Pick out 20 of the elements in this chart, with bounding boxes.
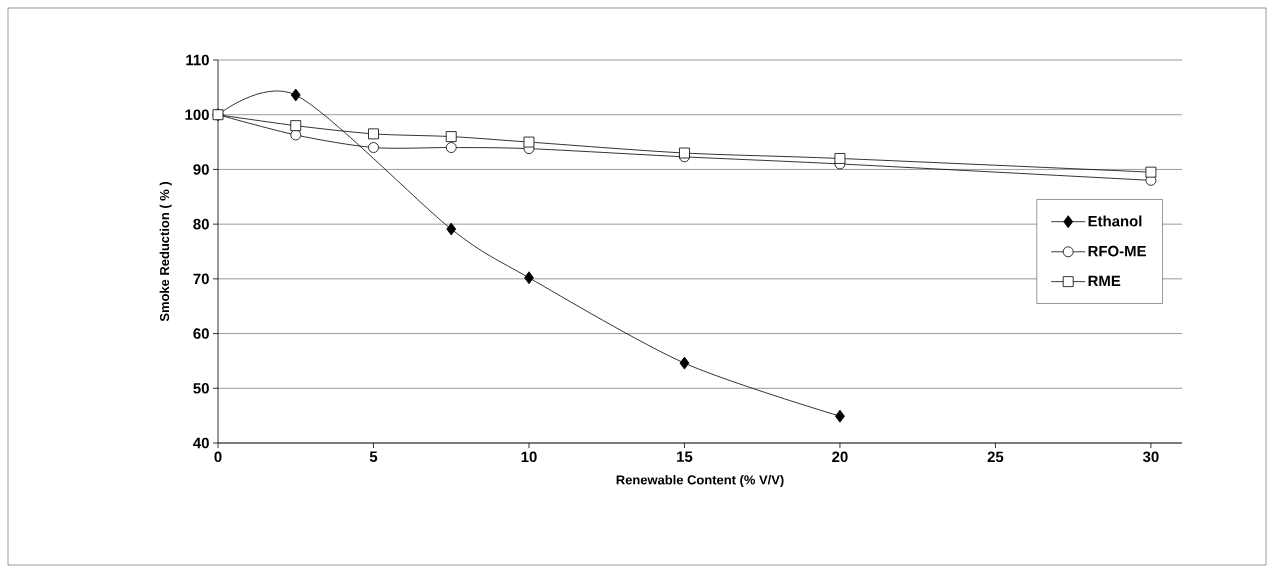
y-tick-label: 110 xyxy=(186,54,209,66)
y-tick-label: 80 xyxy=(193,218,209,230)
x-tick-label: 10 xyxy=(521,451,537,463)
y-tick-label: 90 xyxy=(193,164,209,175)
legend-label: RFO-ME xyxy=(1088,245,1146,257)
x-tick-label: 25 xyxy=(987,451,1004,463)
y-axis-title: Smoke Reduction ( % ) xyxy=(159,181,172,322)
x-tick-label: 30 xyxy=(1142,451,1159,463)
y-tick-label: 60 xyxy=(193,328,209,339)
x-tick-label: 15 xyxy=(677,451,693,462)
legend-label: Ethanol xyxy=(1088,215,1142,227)
legend-label: RME xyxy=(1088,275,1121,286)
y-tick-label: 40 xyxy=(193,437,209,449)
y-tick-label: 100 xyxy=(185,109,209,120)
y-tick-label: 50 xyxy=(193,382,209,394)
x-tick-label: 5 xyxy=(369,451,378,462)
x-tick-label: 0 xyxy=(214,451,222,463)
x-axis-title: Renewable Content (% V/V) xyxy=(616,474,784,488)
x-tick-label: 20 xyxy=(832,451,848,463)
y-tick-label: 70 xyxy=(193,273,209,285)
